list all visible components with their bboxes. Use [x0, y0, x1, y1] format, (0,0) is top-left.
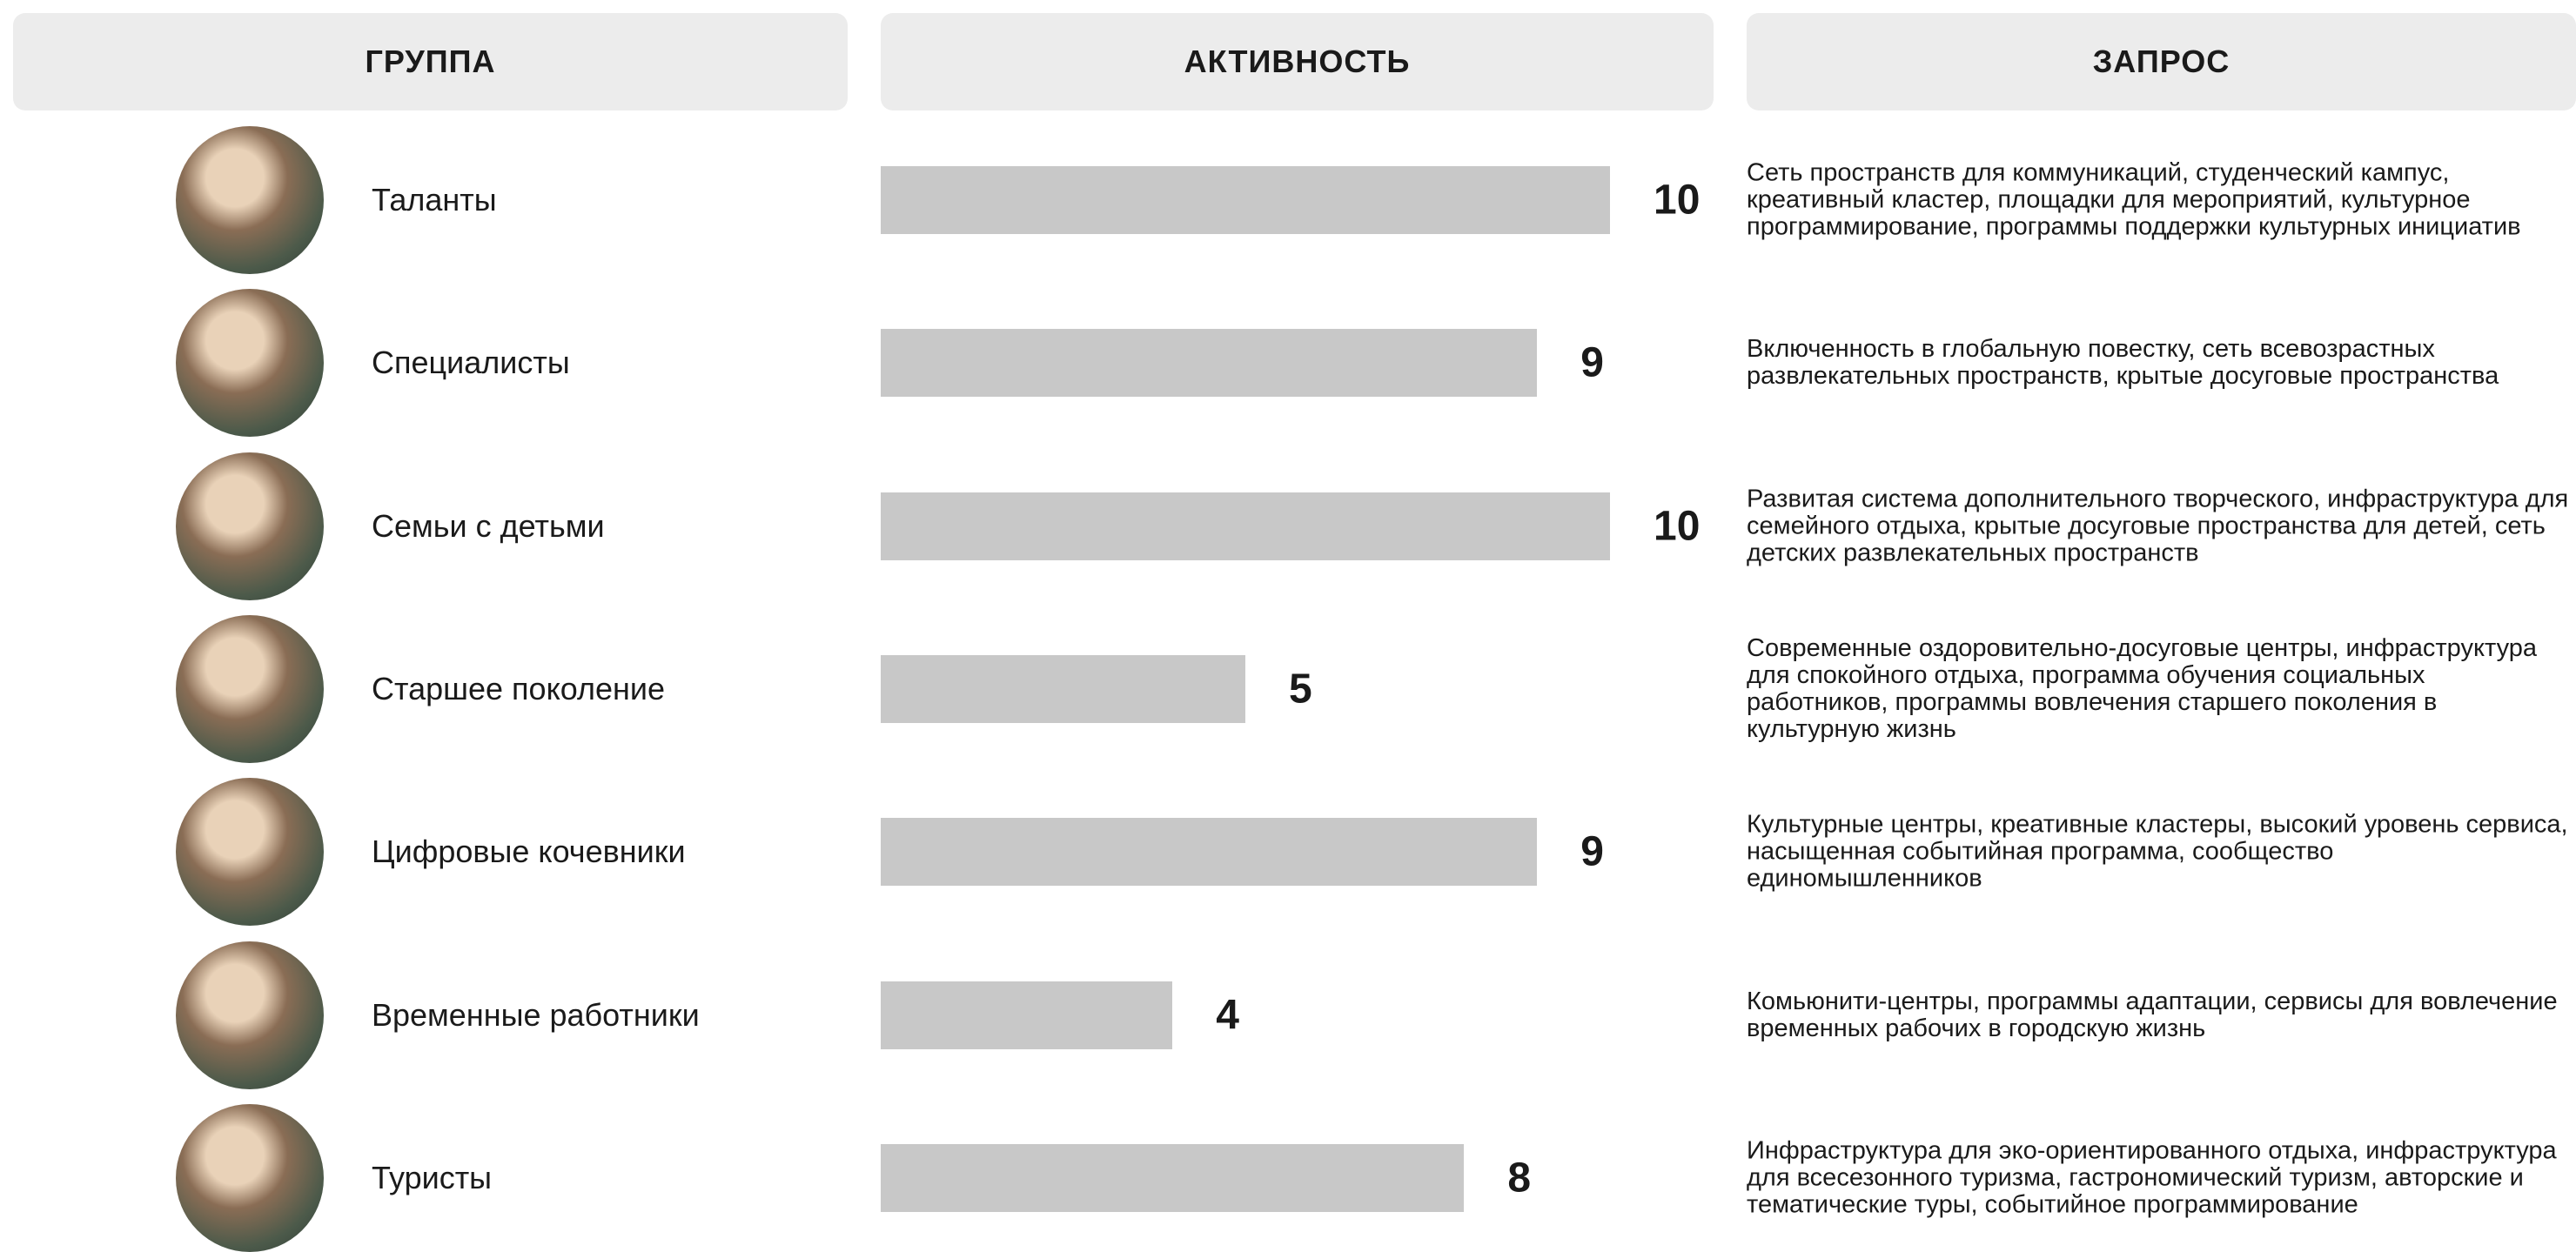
request-text: Комьюнити-центры, программы адаптации, с…: [1747, 987, 2558, 1042]
activity-bar: [881, 492, 1610, 560]
activity-value: 10: [1654, 503, 1701, 550]
group-name: Таланты: [372, 182, 497, 218]
group-photo: [176, 778, 324, 927]
group-photo: [176, 289, 324, 438]
request-text: Инфраструктура для эко-ориентированного …: [1747, 1136, 2557, 1219]
activity-value: 8: [1507, 1155, 1532, 1202]
activity-bar: [881, 654, 1245, 723]
request-text: Развитая система дополнительного творчес…: [1747, 485, 2569, 567]
group-photo: [176, 126, 324, 274]
activity-value: 5: [1289, 666, 1312, 713]
activity-value: 10: [1654, 177, 1701, 224]
activity-value: 4: [1216, 992, 1239, 1038]
group-name: Семьи с детьми: [372, 507, 605, 544]
activity-bar: [881, 981, 1173, 1049]
activity-bar: [881, 329, 1538, 398]
request-text: Включенность в глобальную повестку, сеть…: [1747, 335, 2499, 391]
group-name: Специалисты: [372, 345, 570, 381]
header-activity: АКТИВНОСТЬ: [881, 13, 1714, 110]
header-group: ГРУППА: [13, 13, 848, 110]
group-photo: [176, 452, 324, 600]
group-name: Цифровые кочевники: [372, 834, 686, 870]
header-request: ЗАПРОС: [1747, 13, 2576, 110]
request-text: Современные оздоровительно-досуговые цен…: [1747, 633, 2538, 743]
activity-bar: [881, 1143, 1465, 1212]
group-photo: [176, 614, 324, 763]
group-name: Старшее поколение: [372, 670, 665, 706]
group-name: Туристы: [372, 1159, 493, 1195]
group-photo: [176, 941, 324, 1089]
activity-bar: [881, 166, 1610, 234]
activity-value: 9: [1580, 339, 1604, 386]
group-name: Временные работники: [372, 996, 700, 1033]
request-text: Культурные центры, креативные кластеры, …: [1747, 810, 2568, 893]
activity-bar: [881, 818, 1538, 887]
activity-value: 9: [1580, 828, 1604, 875]
group-photo: [176, 1103, 324, 1252]
request-text: Сеть пространств для коммуникаций, студе…: [1747, 158, 2521, 241]
